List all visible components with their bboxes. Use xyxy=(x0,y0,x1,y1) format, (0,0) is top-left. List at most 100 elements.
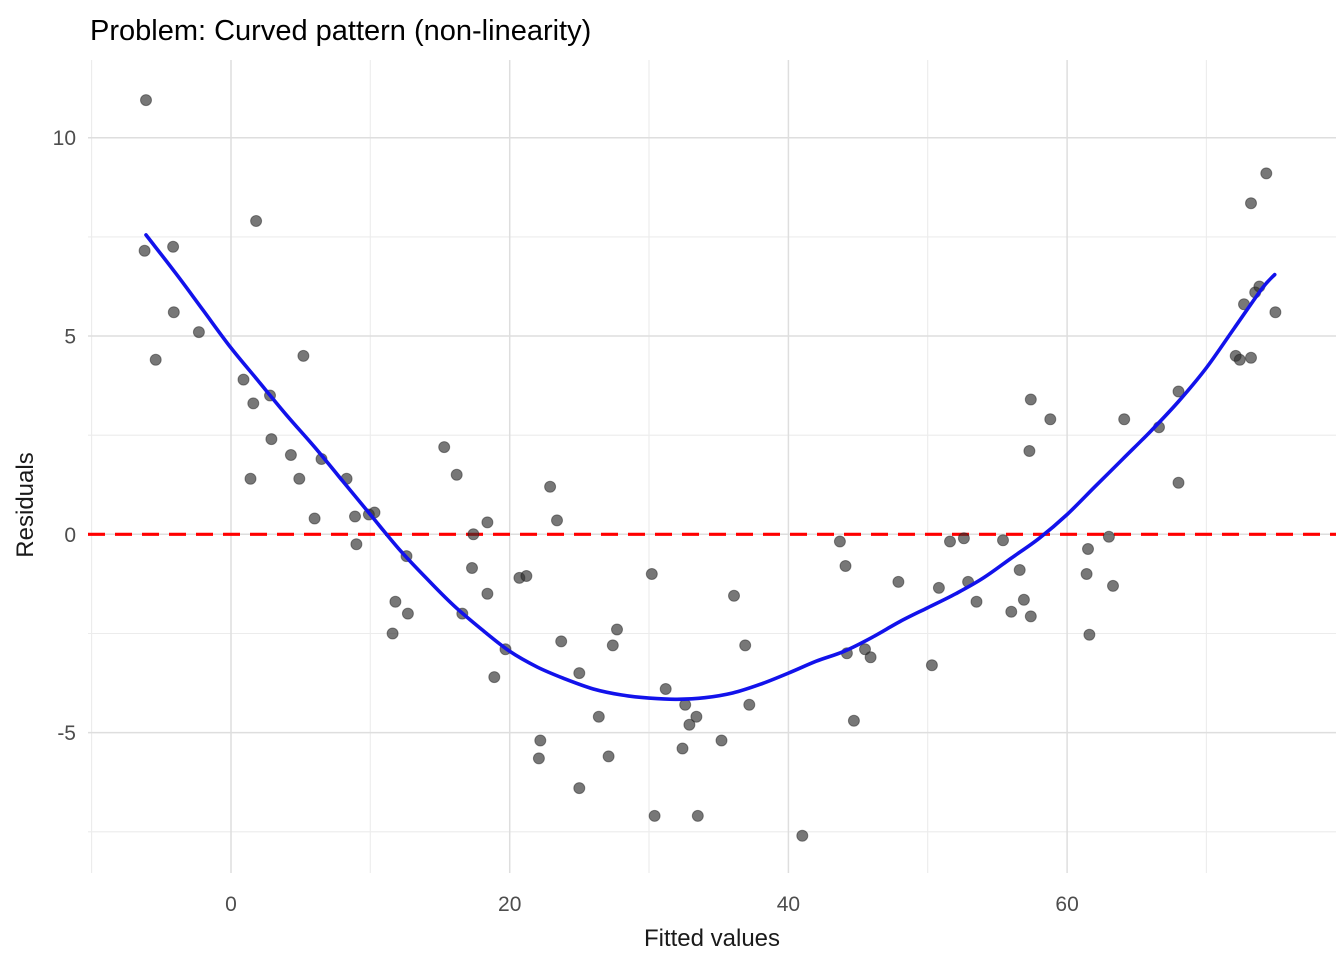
scatter-point xyxy=(833,535,846,548)
y-tick-label: 10 xyxy=(53,127,76,150)
scatter-point xyxy=(551,514,563,527)
y-tick-labels: -5 0 5 10 xyxy=(53,127,76,745)
scatter-point xyxy=(265,433,278,446)
scatter-point xyxy=(389,595,402,608)
scatter-point xyxy=(544,480,557,493)
scatter-point xyxy=(676,742,689,755)
scatter-point xyxy=(401,607,414,620)
scatter-point xyxy=(944,535,956,548)
scatter-point xyxy=(932,581,945,594)
scatter-point xyxy=(645,568,658,580)
scatter-point xyxy=(864,651,877,664)
scatter-point xyxy=(386,627,399,640)
x-tick-label: 20 xyxy=(498,893,521,916)
scatter-point xyxy=(859,643,871,656)
scatter-point xyxy=(683,718,696,731)
scatter-point xyxy=(138,244,151,257)
scatter-point xyxy=(925,659,938,672)
scatter-point xyxy=(140,94,152,107)
scatter-point xyxy=(167,306,180,319)
scatter-point xyxy=(450,468,463,481)
scatter-point xyxy=(532,752,545,765)
scatter-point xyxy=(1080,568,1093,580)
scatter-point xyxy=(728,589,740,602)
scatter-point xyxy=(1233,353,1246,366)
scatter-point xyxy=(192,326,205,339)
scatter-point xyxy=(602,750,615,763)
scatter-point xyxy=(1102,530,1115,543)
scatter-point xyxy=(739,639,752,652)
scatter-point xyxy=(1083,628,1096,641)
smooth-curve-path xyxy=(144,233,1277,702)
scatter-point xyxy=(796,829,809,842)
scatter-point xyxy=(957,532,970,545)
scatter-point xyxy=(715,734,728,747)
scatter-point xyxy=(573,782,586,795)
scatter-point xyxy=(438,441,451,454)
scatter-point xyxy=(690,710,703,723)
loess-smooth-curve xyxy=(144,233,1277,702)
scatter-point xyxy=(1024,393,1037,406)
scatter-point xyxy=(466,562,478,574)
scatter-point xyxy=(1017,593,1030,606)
x-tick-label: 0 xyxy=(225,893,237,916)
scatter-point xyxy=(1172,385,1185,398)
scatter-points xyxy=(138,94,1282,842)
scatter-point xyxy=(892,575,905,588)
scatter-point xyxy=(606,639,619,652)
scatter-point xyxy=(659,683,672,695)
scatter-point xyxy=(297,349,310,362)
scatter-point xyxy=(997,534,1009,547)
scatter-point xyxy=(592,710,605,723)
scatter-point xyxy=(743,698,756,711)
scatter-point xyxy=(1023,445,1036,457)
y-tick-label: 5 xyxy=(64,326,76,349)
scatter-point xyxy=(1107,579,1119,592)
scatter-point xyxy=(250,215,263,227)
scatter-point xyxy=(970,595,983,608)
scatter-point xyxy=(555,635,568,648)
y-axis-label: Residuals xyxy=(12,452,39,557)
scatter-point xyxy=(244,472,257,485)
scatter-point xyxy=(237,373,250,386)
minor-gridlines xyxy=(88,60,1336,873)
scatter-point xyxy=(1044,413,1057,426)
major-gridlines xyxy=(88,60,1336,873)
scatter-point xyxy=(481,516,494,529)
scatter-point xyxy=(349,510,361,523)
scatter-point xyxy=(1172,476,1185,489)
scatter-point xyxy=(467,528,480,541)
scatter-point xyxy=(1118,413,1131,426)
scatter-point xyxy=(308,512,321,525)
scatter-point xyxy=(611,623,623,636)
y-tick-label: -5 xyxy=(57,722,76,745)
scatter-point xyxy=(1245,351,1257,364)
scatter-point xyxy=(1024,610,1037,623)
scatter-point xyxy=(520,570,533,582)
scatter-point xyxy=(149,353,162,366)
scatter-point xyxy=(1269,306,1282,319)
scatter-point xyxy=(350,538,363,551)
x-tick-label: 60 xyxy=(1055,893,1078,916)
scatter-point xyxy=(481,587,494,600)
scatter-point xyxy=(691,809,704,822)
scatter-point xyxy=(1260,167,1273,180)
scatter-point xyxy=(284,449,297,461)
scatter-point xyxy=(573,667,586,680)
scatter-point xyxy=(534,734,547,747)
scatter-point xyxy=(247,397,260,410)
y-tick-label: 0 xyxy=(64,524,76,547)
scatter-point xyxy=(488,671,501,684)
scatter-point xyxy=(167,240,180,253)
scatter-point xyxy=(1013,564,1026,576)
x-tick-labels: 0 20 40 60 xyxy=(225,893,1079,916)
scatter-point xyxy=(839,560,852,572)
scatter-point xyxy=(847,714,860,727)
scatter-point xyxy=(1005,605,1018,618)
scatter-point xyxy=(648,809,661,822)
x-axis-label: Fitted values xyxy=(644,925,780,952)
chart-title: Problem: Curved pattern (non-linearity) xyxy=(90,15,591,47)
x-tick-label: 40 xyxy=(777,893,800,916)
